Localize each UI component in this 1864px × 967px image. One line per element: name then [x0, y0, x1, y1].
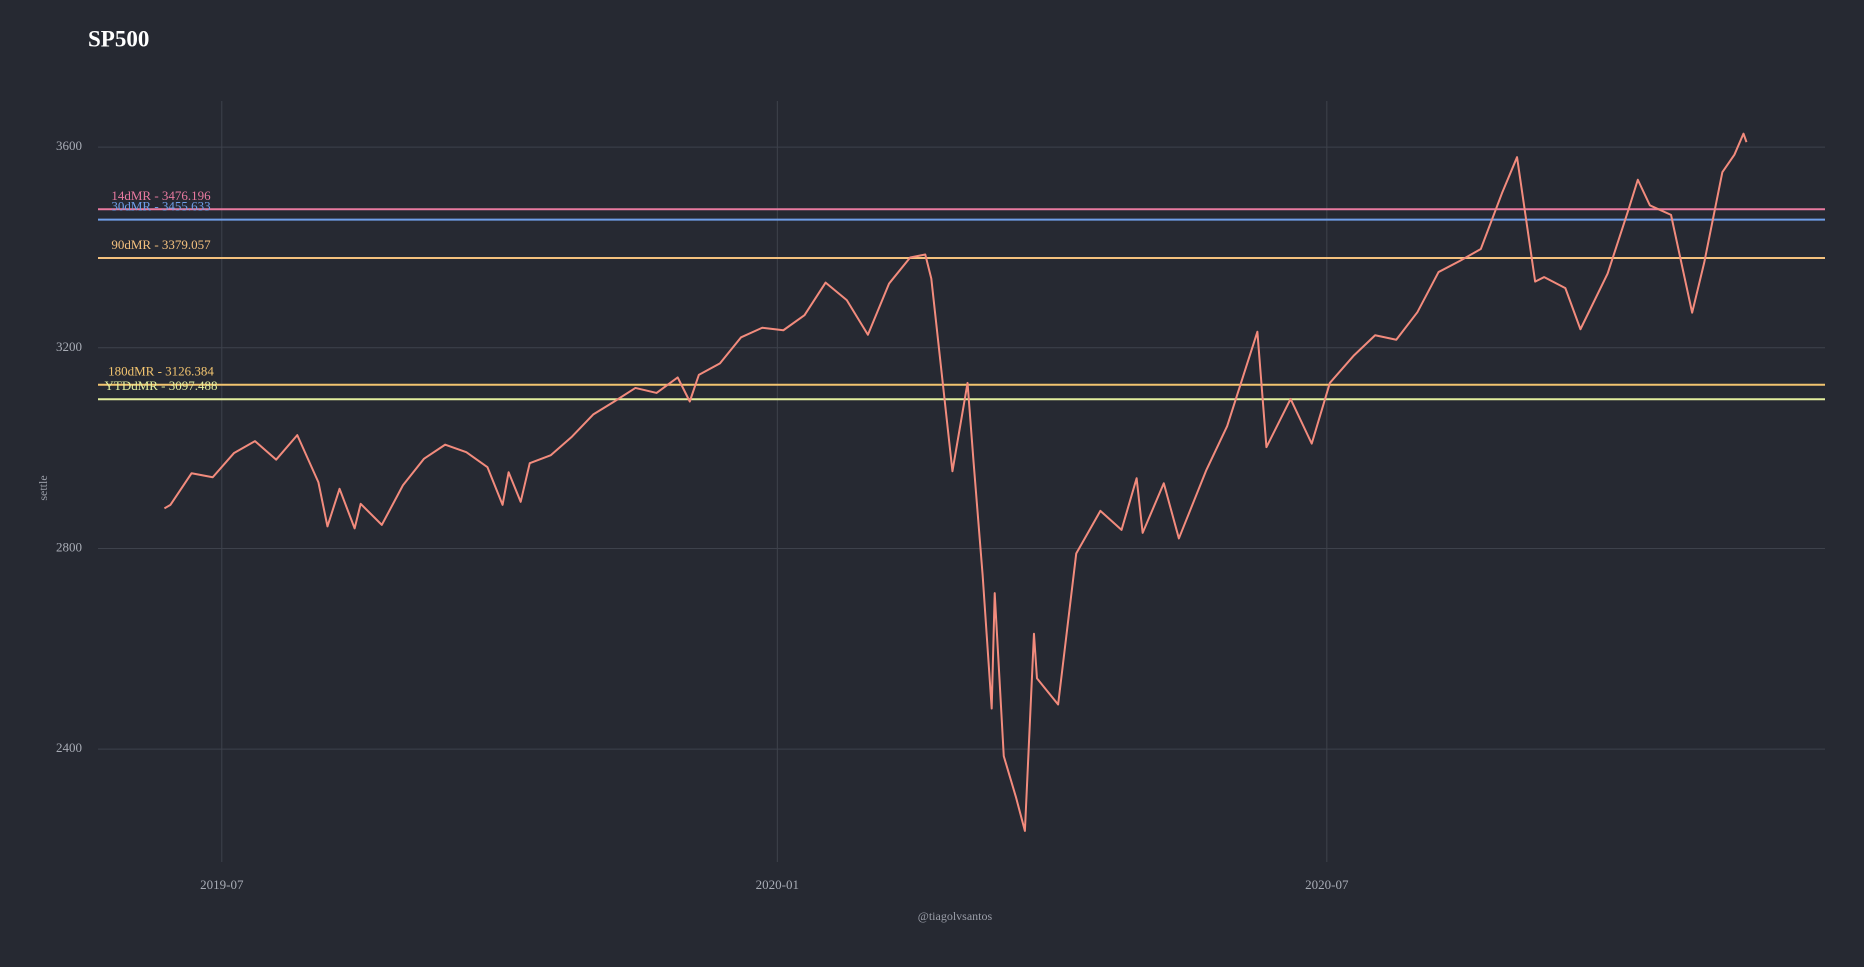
x-axis-title: @tiagolvsantos [918, 909, 993, 923]
y-tick-label: 3600 [56, 138, 82, 153]
y-tick-label: 2800 [56, 539, 82, 554]
reference-label: 180dMR - 3126.384 [108, 364, 214, 379]
x-tick-label: 2019-07 [200, 877, 244, 892]
x-tick-label: 2020-07 [1305, 877, 1349, 892]
y-axis-title: settle [36, 475, 50, 500]
reference-label: 30dMR - 3455.633 [111, 199, 210, 214]
reference-label: 90dMR - 3379.057 [111, 237, 211, 252]
chart-title: SP500 [88, 26, 149, 51]
reference-label: YTDdMR - 3097.488 [104, 378, 217, 393]
y-tick-label: 3200 [56, 339, 82, 354]
y-tick-label: 2400 [56, 740, 82, 755]
reference-label: 14dMR - 3476.196 [111, 188, 211, 203]
line-series [163, 132, 1748, 832]
x-tick-label: 2020-01 [756, 877, 799, 892]
